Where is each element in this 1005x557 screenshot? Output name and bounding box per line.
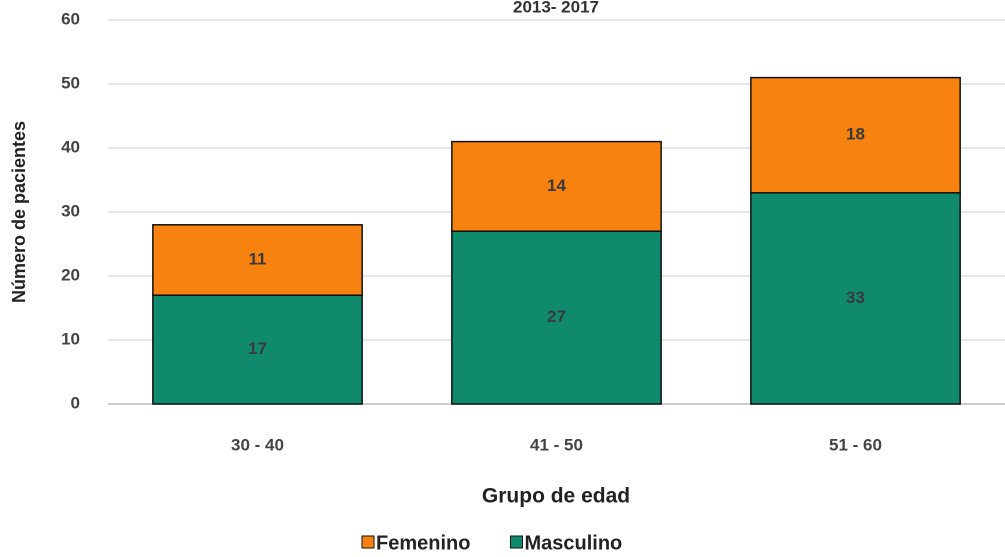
legend-swatch xyxy=(509,535,523,549)
y-tick-label: 50 xyxy=(61,73,80,92)
bar-segment xyxy=(451,230,662,405)
legend-swatch xyxy=(361,535,375,549)
bar-segment xyxy=(750,192,961,405)
bar-segment xyxy=(152,294,363,405)
y-tick-label: 40 xyxy=(61,137,80,156)
data-label: 17 xyxy=(248,339,267,358)
x-tick-label: 51 - 60 xyxy=(829,435,882,454)
y-tick-label: 30 xyxy=(61,201,80,220)
bar-segment xyxy=(152,224,363,296)
data-label: 18 xyxy=(846,125,865,144)
data-label: 14 xyxy=(547,176,566,195)
y-tick-label: 10 xyxy=(61,329,80,348)
y-tick-label: 60 xyxy=(61,9,80,28)
data-label: 11 xyxy=(249,249,267,268)
bar-segment xyxy=(750,76,961,194)
y-tick-label: 20 xyxy=(61,265,80,284)
data-label: 33 xyxy=(846,288,865,307)
bar-segment xyxy=(451,140,662,232)
y-tick-label: 0 xyxy=(71,393,80,412)
x-tick-label: 41 - 50 xyxy=(530,435,583,454)
legend-label: Masculino xyxy=(524,532,622,554)
chart-title: 2013- 2017 xyxy=(513,0,599,16)
legend-label: Femenino xyxy=(376,532,470,554)
data-label: 27 xyxy=(547,307,566,326)
y-axis-label: Número de pacientes xyxy=(9,121,29,303)
x-tick-label: 30 - 40 xyxy=(231,435,284,454)
x-axis-label: Grupo de edad xyxy=(482,485,630,508)
